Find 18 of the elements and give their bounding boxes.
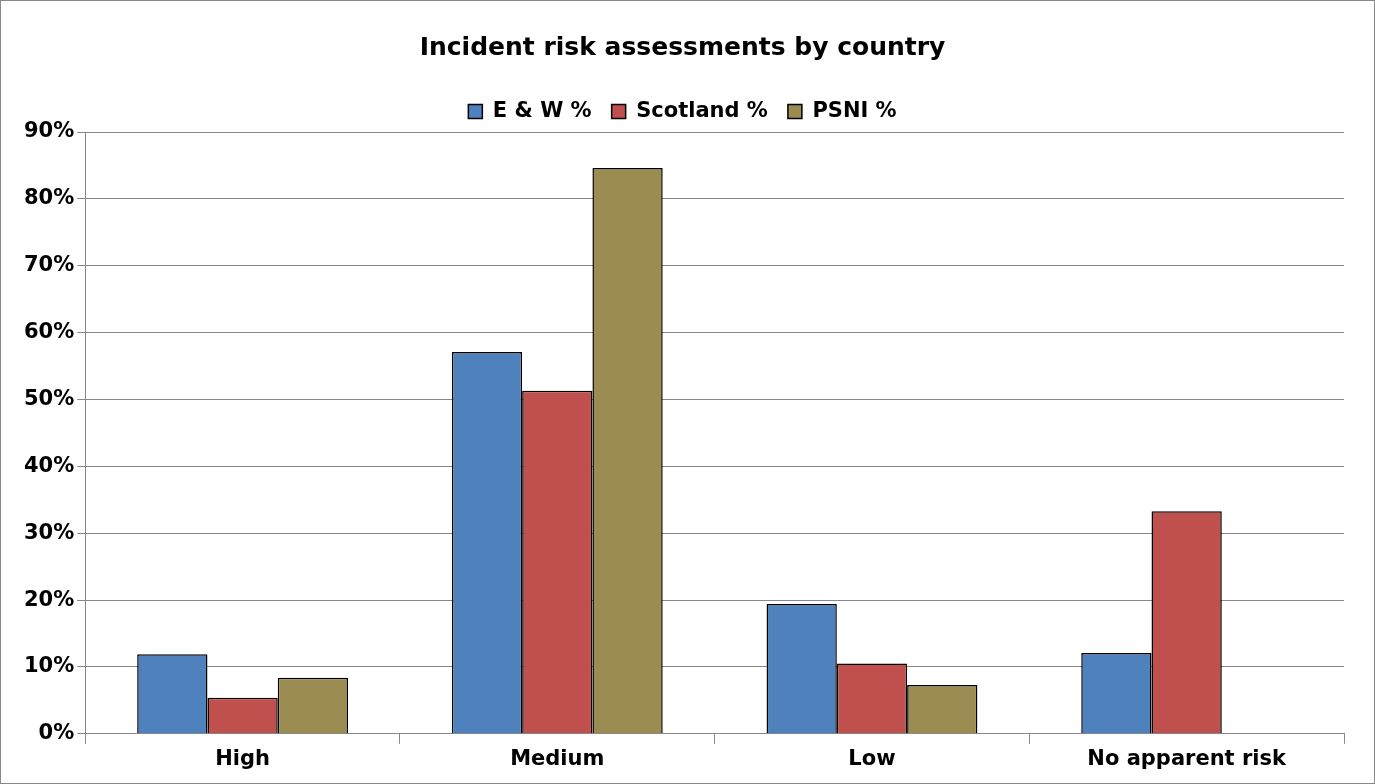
legend-label: E & W % (492, 97, 592, 122)
y-tick-label: 50% (24, 385, 75, 410)
y-tick-label: 30% (24, 519, 75, 544)
x-tick-label: No apparent risk (1087, 745, 1288, 770)
y-tick-label: 20% (24, 586, 75, 611)
y-tick-label: 60% (24, 319, 75, 344)
x-tick-label: Low (848, 745, 896, 770)
legend-label: Scotland % (636, 97, 768, 122)
y-tick-label: 80% (24, 185, 75, 210)
y-tick-label: 0% (38, 720, 75, 745)
y-tick-label: 10% (24, 653, 75, 678)
y-tick-label: 90% (24, 118, 75, 143)
x-tick-label: Medium (510, 745, 605, 770)
x-tick-label: High (215, 745, 270, 770)
legend-label: PSNI % (812, 97, 897, 122)
chart-title: Incident risk assessments by country (419, 31, 946, 61)
y-tick-label: 70% (24, 252, 75, 277)
y-tick-label: 40% (24, 452, 75, 477)
